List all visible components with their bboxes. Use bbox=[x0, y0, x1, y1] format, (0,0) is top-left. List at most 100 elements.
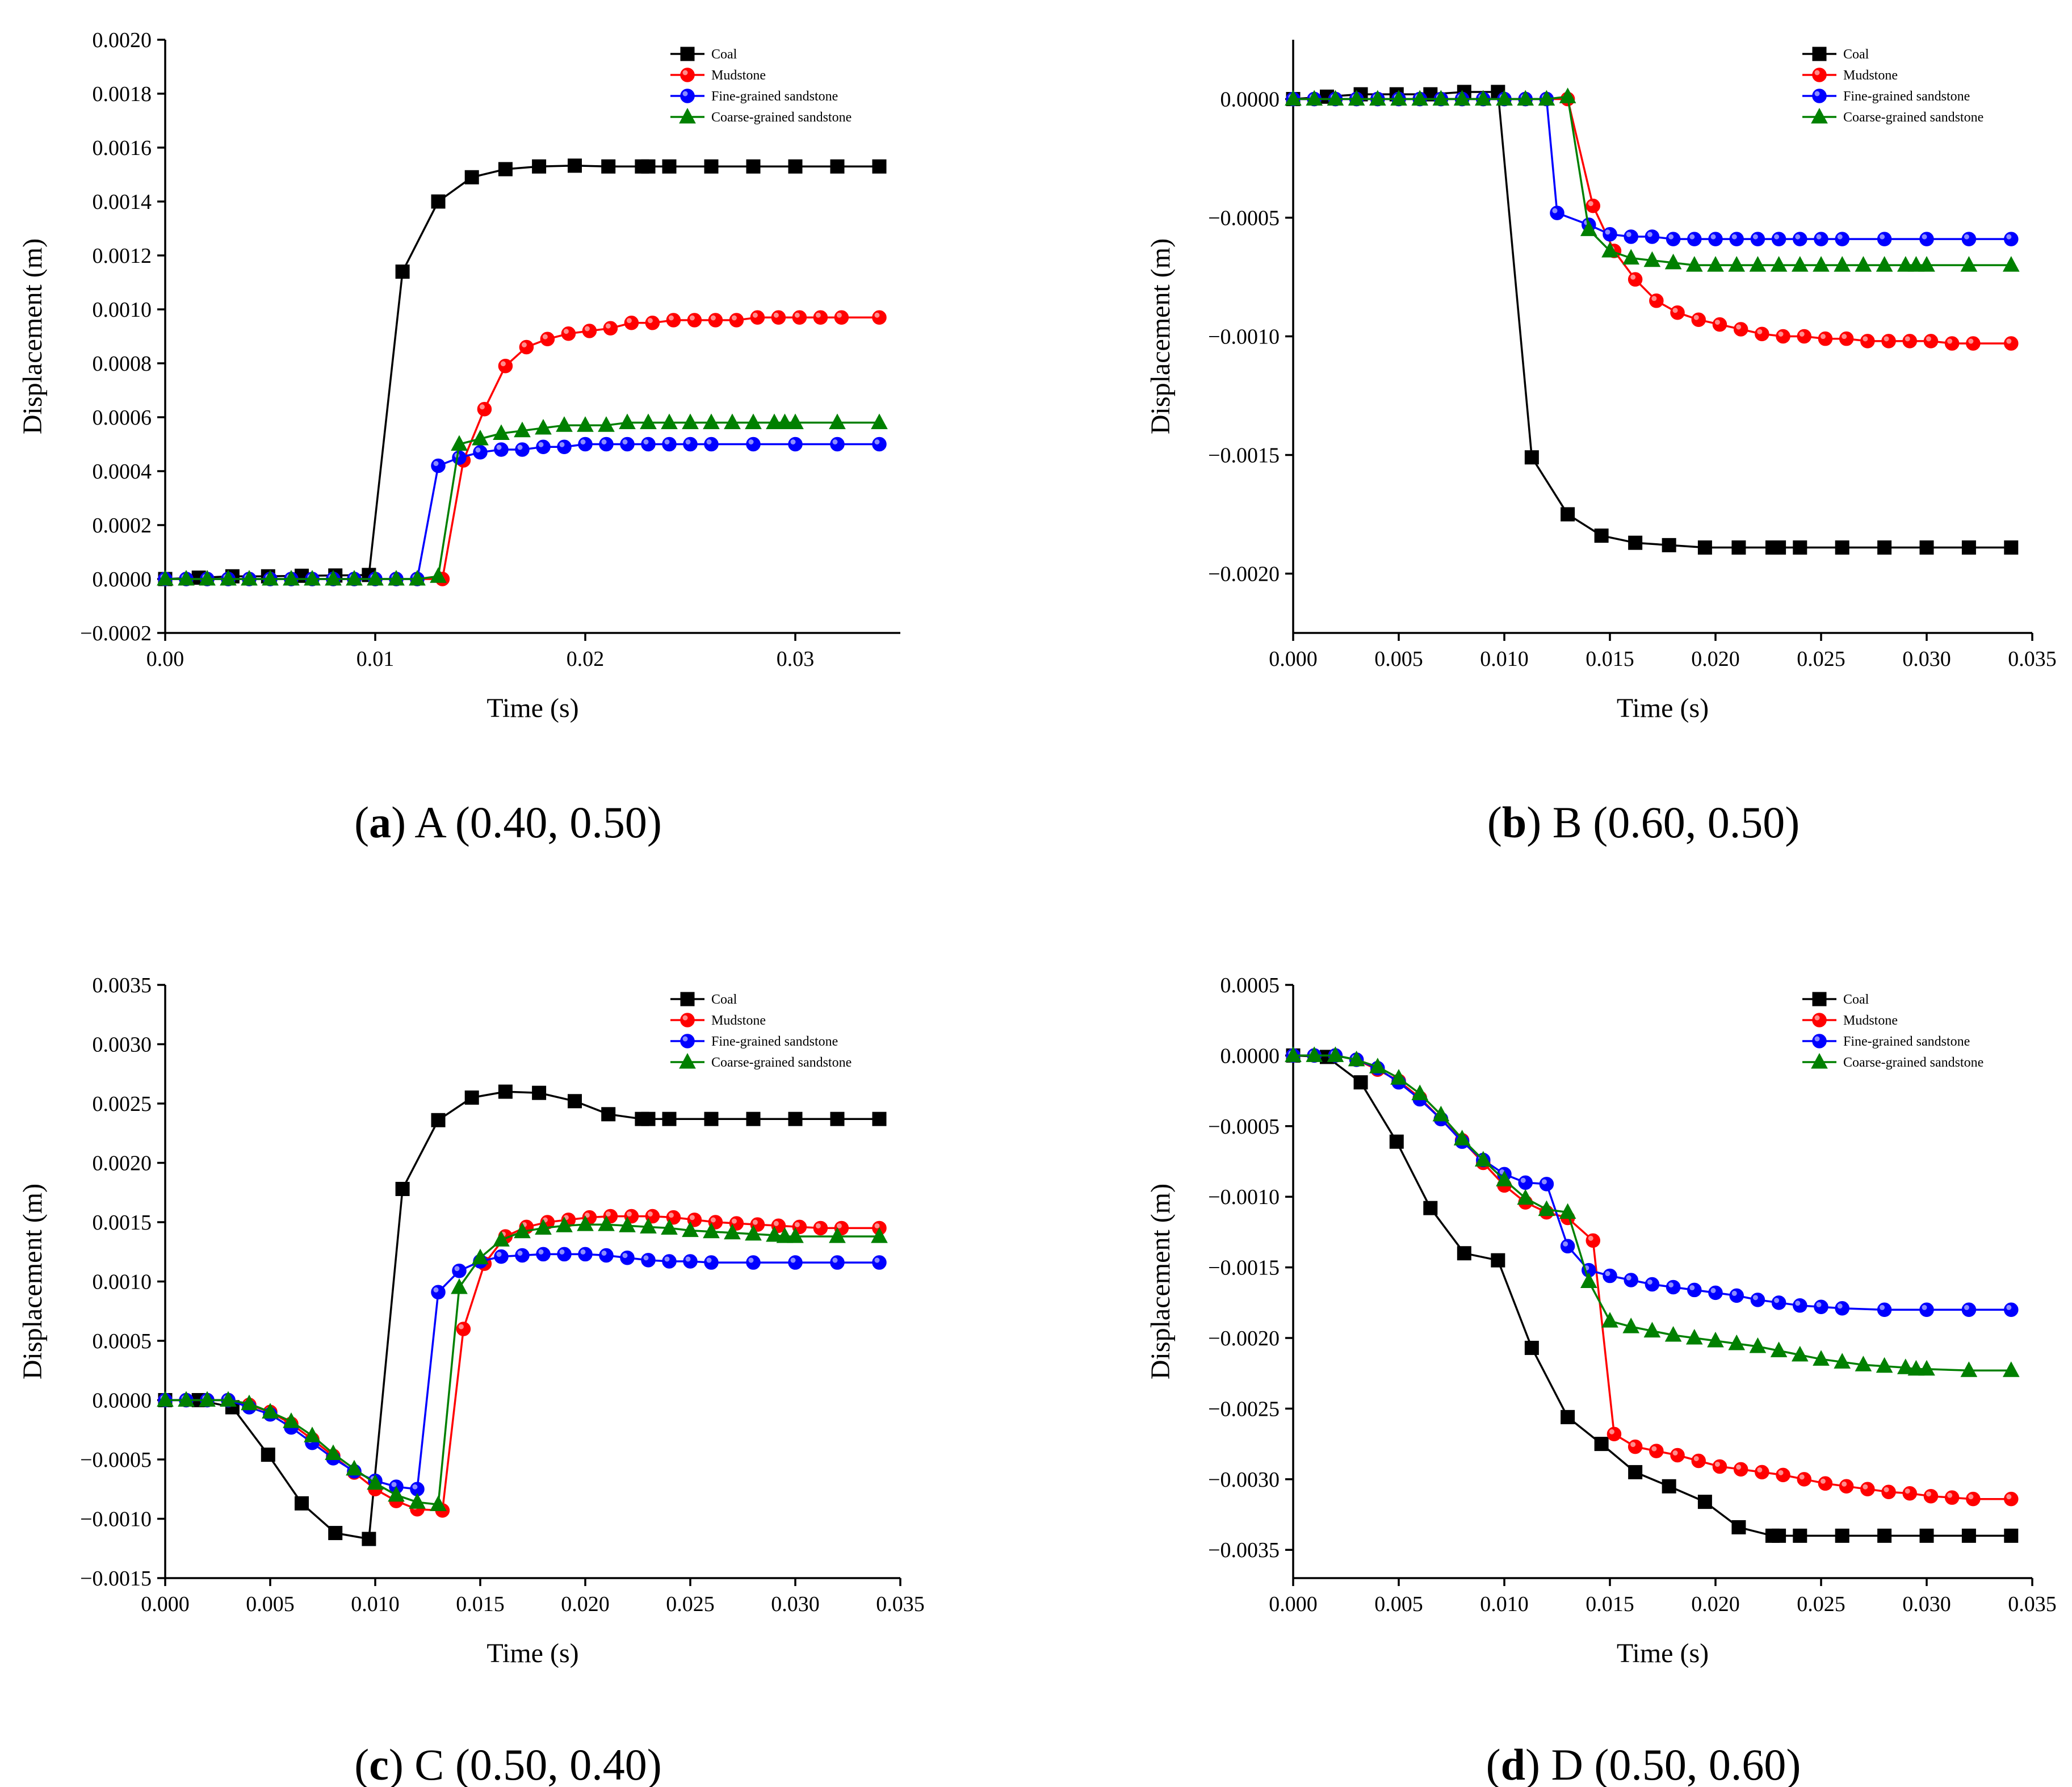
y-tick-label: 0.0000 bbox=[1220, 1044, 1280, 1068]
legend-label: Fine-grained sandstone bbox=[711, 89, 838, 104]
y-tick-label: −0.0005 bbox=[80, 1448, 152, 1472]
legend-marker-circle bbox=[680, 68, 695, 82]
caption-letter: b bbox=[1502, 798, 1526, 847]
data-point-triangle bbox=[577, 1215, 594, 1231]
y-tick-label: −0.0020 bbox=[1208, 1327, 1280, 1350]
data-point-circle bbox=[662, 437, 677, 452]
data-point-triangle bbox=[1538, 90, 1555, 106]
x-tick-label: 0.015 bbox=[456, 1592, 505, 1616]
y-tick-label: 0.0035 bbox=[93, 974, 152, 997]
data-point-triangle bbox=[1517, 1189, 1534, 1205]
data-point-highlight bbox=[1922, 1304, 1927, 1310]
data-point-circle bbox=[1797, 329, 1811, 344]
data-point-circle bbox=[1961, 1302, 1977, 1318]
data-point-triangle bbox=[535, 418, 552, 435]
y-axis-title: Displacement (m) bbox=[18, 238, 48, 434]
data-point-triangle bbox=[829, 413, 846, 429]
data-point-triangle bbox=[724, 1223, 741, 1240]
series-line bbox=[1293, 1054, 2011, 1537]
y-tick-label: 0.0016 bbox=[93, 136, 152, 160]
data-point-square bbox=[746, 159, 761, 174]
legend-marker-circle bbox=[680, 89, 695, 103]
data-point-highlight bbox=[1774, 234, 1780, 240]
data-point-square bbox=[788, 1111, 803, 1126]
y-tick-label: 0.0005 bbox=[93, 1329, 152, 1353]
data-point-circle bbox=[1814, 232, 1828, 246]
data-point-triangle bbox=[199, 569, 216, 586]
data-point-triangle bbox=[514, 1222, 531, 1239]
data-point-circle bbox=[1793, 232, 1807, 246]
caption-paren-open: ( bbox=[1487, 798, 1502, 847]
data-point-highlight bbox=[2006, 234, 2012, 240]
data-point-circle bbox=[494, 1249, 509, 1264]
series-coarse-grained-sandstone bbox=[157, 413, 888, 586]
data-point-triangle bbox=[1411, 90, 1429, 106]
data-point-triangle bbox=[409, 1493, 426, 1509]
y-tick-label: −0.0020 bbox=[1208, 563, 1280, 586]
data-point-highlight bbox=[605, 1211, 611, 1217]
x-tick-label: 0.025 bbox=[1797, 647, 1845, 671]
data-point-highlight bbox=[580, 1249, 586, 1255]
caption-letter: d bbox=[1501, 1740, 1525, 1787]
series-line bbox=[165, 1215, 879, 1512]
data-point-highlight bbox=[1842, 334, 1847, 339]
data-point-highlight bbox=[748, 439, 754, 444]
data-point-circle bbox=[771, 310, 786, 325]
data-point-circle bbox=[452, 450, 467, 465]
legend-label: Coal bbox=[1843, 47, 1869, 62]
legend-label: Coal bbox=[1843, 992, 1869, 1007]
data-point-circle bbox=[1919, 1302, 1934, 1318]
data-point-highlight bbox=[433, 1287, 439, 1293]
data-point-circle bbox=[2004, 232, 2019, 246]
data-point-highlight bbox=[1609, 1429, 1614, 1434]
data-point-square bbox=[872, 159, 887, 174]
data-point-highlight bbox=[559, 1249, 565, 1255]
data-point-highlight bbox=[1778, 1470, 1784, 1475]
data-point-circle bbox=[1835, 1301, 1849, 1316]
data-point-highlight bbox=[874, 1257, 880, 1263]
data-point-circle bbox=[494, 442, 509, 457]
data-point-square bbox=[1919, 1528, 1934, 1543]
series-line bbox=[165, 1090, 879, 1540]
legend-label: Fine-grained sandstone bbox=[711, 1034, 838, 1049]
data-point-circle bbox=[1839, 1479, 1854, 1494]
x-tick-label: 0.025 bbox=[666, 1592, 715, 1616]
data-point-triangle bbox=[1432, 1105, 1450, 1122]
data-point-highlight bbox=[626, 1211, 632, 1217]
x-tick-label: 0.015 bbox=[1586, 1592, 1634, 1616]
data-point-triangle bbox=[577, 416, 594, 432]
data-point-highlight bbox=[668, 315, 674, 321]
data-point-triangle bbox=[1538, 1200, 1555, 1216]
data-point-highlight bbox=[500, 361, 506, 367]
data-point-triangle bbox=[241, 1394, 258, 1411]
data-point-circle bbox=[1645, 1277, 1660, 1292]
data-point-triangle bbox=[1474, 90, 1492, 106]
data-point-square bbox=[1961, 1528, 1976, 1543]
data-point-circle bbox=[431, 458, 446, 473]
data-point-circle bbox=[1755, 1465, 1769, 1480]
legend-marker-circle bbox=[1812, 1034, 1827, 1048]
legend-label: Coarse-grained sandstone bbox=[1843, 1055, 1983, 1070]
data-point-triangle bbox=[367, 569, 384, 586]
data-point-highlight bbox=[1863, 336, 1868, 342]
data-point-square bbox=[746, 1111, 761, 1126]
data-point-triangle bbox=[262, 1403, 279, 1419]
data-point-triangle bbox=[1918, 1360, 1935, 1376]
data-point-circle bbox=[578, 1247, 593, 1262]
data-point-highlight bbox=[1541, 1179, 1547, 1185]
data-point-highlight bbox=[1795, 1301, 1801, 1306]
data-point-triangle bbox=[598, 1215, 615, 1231]
caption-paren-close: ) bbox=[389, 1740, 414, 1787]
legend-label: Coarse-grained sandstone bbox=[711, 1055, 852, 1070]
caption-label: C (0.50, 0.40) bbox=[414, 1740, 661, 1787]
series-coal bbox=[1286, 1048, 2019, 1543]
data-point-circle bbox=[746, 1255, 761, 1270]
data-point-circle bbox=[452, 1263, 467, 1278]
data-point-triangle bbox=[1327, 90, 1344, 106]
data-point-highlight bbox=[706, 439, 712, 444]
panel-caption: (c) C (0.50, 0.40) bbox=[354, 1740, 662, 1787]
legend-marker-highlight bbox=[1814, 1036, 1820, 1042]
data-point-highlight bbox=[748, 1257, 754, 1263]
caption-paren-open: ( bbox=[354, 798, 369, 847]
data-point-triangle bbox=[1876, 256, 1893, 272]
